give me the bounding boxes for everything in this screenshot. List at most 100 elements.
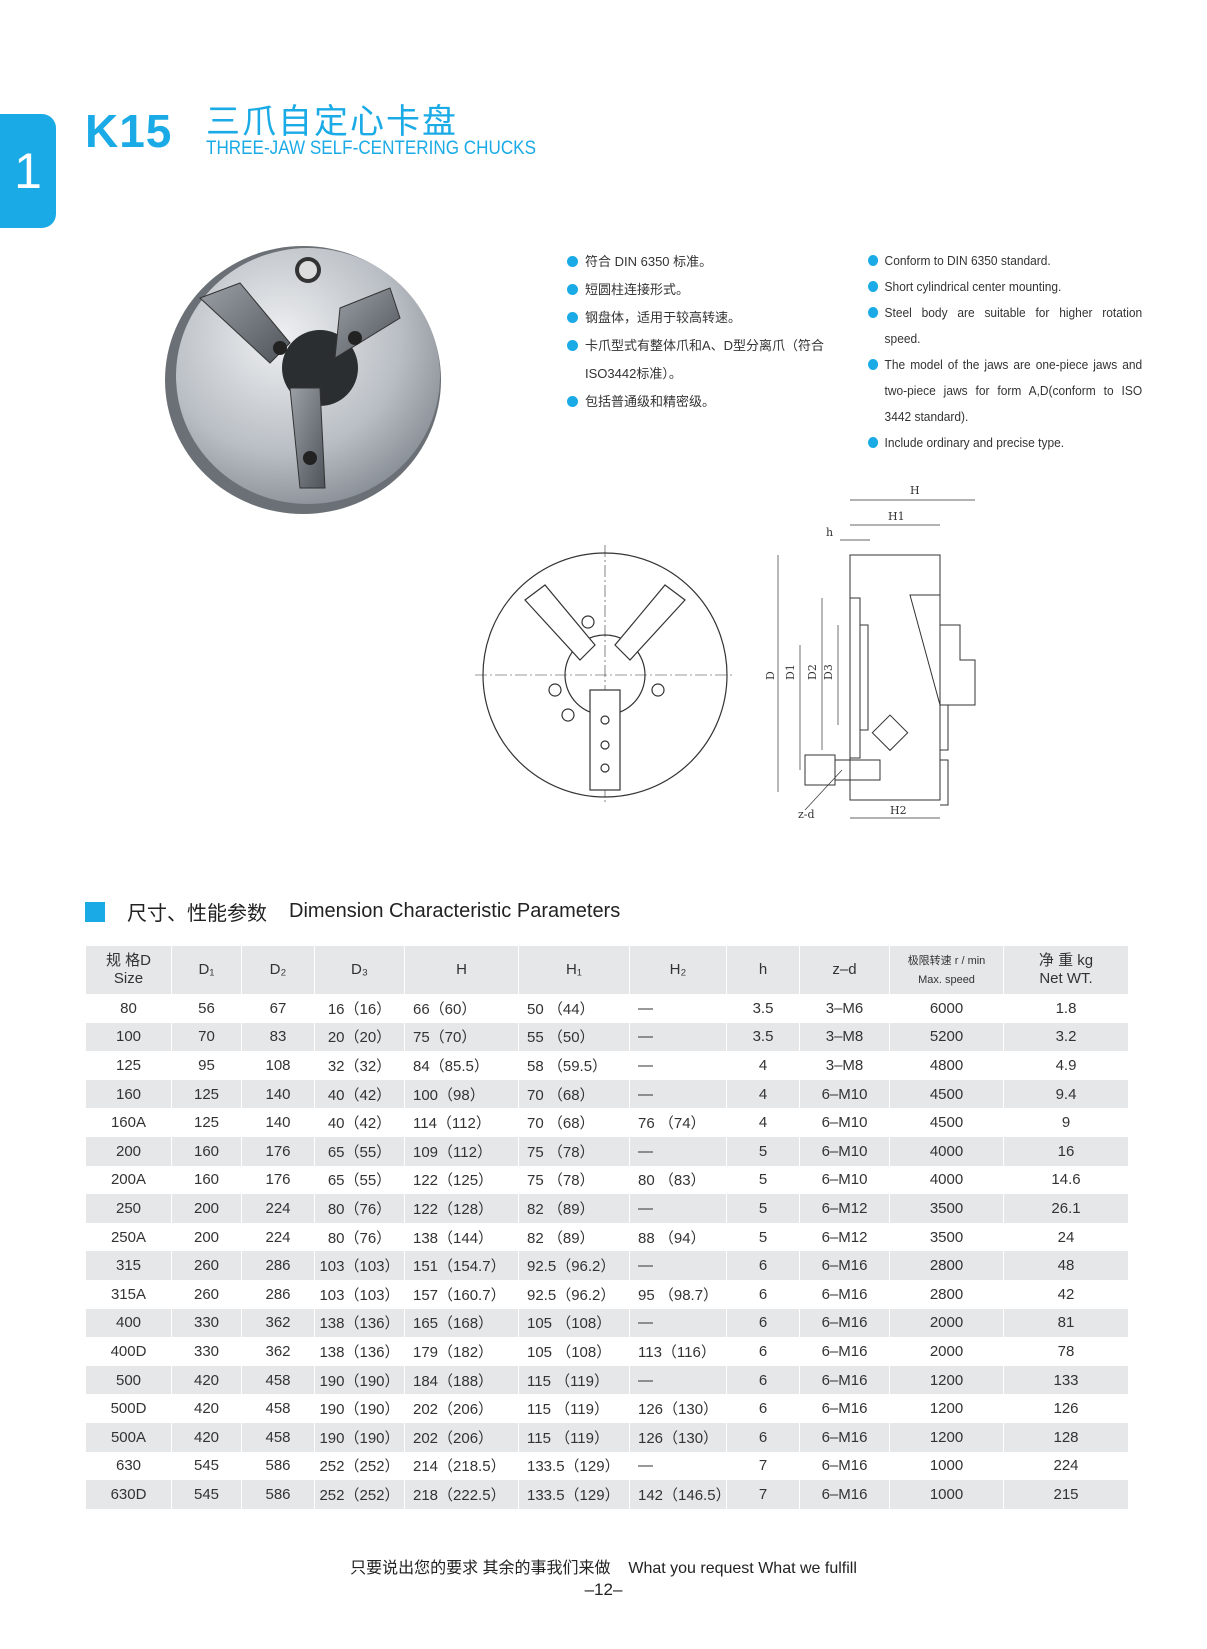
header-top: h [758, 961, 768, 978]
table-row: 315A 260 286 103（103） 157（160.7） 92.5（96.2） 95… [85, 1279, 1128, 1309]
table-cell: 75 （78） [518, 1165, 630, 1195]
table-cell: 2800 [889, 1251, 1004, 1280]
column-header: D₂ [241, 946, 315, 994]
table-cell: — [629, 994, 727, 1023]
table-cell: 6–M10 [799, 1079, 890, 1109]
table-cell: 83 [241, 1022, 315, 1052]
table-cell: 128 [1003, 1422, 1128, 1452]
table-row: 500A 420 458 190（190） 202（206） 115 （119） 126（1… [85, 1422, 1128, 1452]
table-cell: 160 [171, 1165, 242, 1195]
table-cell: 7 [726, 1480, 800, 1509]
table-cell: 115 （119） [518, 1365, 630, 1395]
table-cell: 315 [85, 1251, 172, 1280]
table-row: 315 260 286 103（103） 151（154.7） 92.5（96.2） —6 6… [85, 1251, 1128, 1280]
table-cell: 4.9 [1003, 1051, 1128, 1080]
chapter-number: 1 [14, 143, 42, 199]
label-zd: z-d [798, 808, 815, 821]
table-cell: 3500 [889, 1222, 1004, 1252]
table-cell: 126（130） [629, 1394, 727, 1423]
table-cell: 2000 [889, 1308, 1004, 1338]
table-cell: 165（168） [404, 1308, 519, 1338]
table-cell: 3–M8 [799, 1051, 890, 1080]
features-en-list: Conform to DIN 6350 standard. Short cyli… [868, 248, 1142, 456]
table-row: 125 95 108 32（32） 84（85.5） 58 （59.5） —4 3–M8 480… [85, 1051, 1128, 1080]
column-header: 规 格D Size [85, 946, 172, 994]
table-cell: 122（128） [404, 1194, 519, 1223]
header-bottom: Size [113, 970, 144, 987]
table-cell: 67 [241, 994, 315, 1023]
table-cell: 1.8 [1003, 994, 1128, 1023]
table-cell: 224 [1003, 1451, 1128, 1481]
table-cell: 4500 [889, 1079, 1004, 1109]
header-top: D₁ [198, 961, 215, 978]
table-cell: 6000 [889, 994, 1004, 1023]
table-cell: — [629, 1136, 727, 1166]
table-cell: 4000 [889, 1136, 1004, 1166]
table-cell: 6 [726, 1365, 800, 1395]
column-header: 极限转速 r / min Max. speed [889, 946, 1004, 994]
table-cell: 75 （78） [518, 1136, 630, 1166]
table-cell: 500 [85, 1365, 172, 1395]
table-cell: 3.2 [1003, 1022, 1128, 1052]
table-cell: 70 [171, 1022, 242, 1052]
table-cell: 215 [1003, 1480, 1128, 1509]
table-cell: 133 [1003, 1365, 1128, 1395]
table-cell: 3–M8 [799, 1022, 890, 1052]
table-cell: 138（136） [314, 1337, 405, 1366]
table-row: 500 420 458 190（190） 184（188） 115 （119） —6 6–M1… [85, 1365, 1128, 1395]
table-cell: 190（190） [314, 1394, 405, 1423]
label-D2: D2 [806, 664, 819, 680]
side-view-drawing: H H1 h H2 z-d D D1 D2 D3 [764, 484, 976, 821]
table-cell: 70 （68） [518, 1079, 630, 1109]
table-cell: 78 [1003, 1337, 1128, 1366]
table-cell: — [629, 1022, 727, 1052]
table-cell: 224 [241, 1194, 315, 1223]
table-cell: 80 （83） [629, 1165, 727, 1195]
table-cell: 16 [1003, 1136, 1128, 1166]
table-cell: — [629, 1251, 727, 1280]
table-cell: 4800 [889, 1051, 1004, 1080]
table-cell: 176 [241, 1136, 315, 1166]
features-cn-list: 符合 DIN 6350 标准。 短圆柱连接形式。 钢盘体，适用于较高转速。 卡爪… [567, 248, 857, 416]
table-row: 400D 330 362 138（136） 179（182） 105 （108） 113（1… [85, 1337, 1128, 1366]
table-cell: 133.5（129） [518, 1480, 630, 1509]
table-cell: 105 （108） [518, 1337, 630, 1366]
table-cell: 200 [171, 1194, 242, 1223]
table-cell: 151（154.7） [404, 1251, 519, 1280]
table-cell: 109（112） [404, 1136, 519, 1166]
table-cell: 4 [726, 1079, 800, 1109]
table-cell: 400 [85, 1308, 172, 1338]
header-top: H₂ [669, 961, 687, 978]
table-cell: 362 [241, 1308, 315, 1338]
table-cell: — [629, 1194, 727, 1223]
table-cell: 160 [85, 1079, 172, 1109]
table-cell: 458 [241, 1422, 315, 1452]
table-cell: 190（190） [314, 1422, 405, 1452]
table-cell: 56 [171, 994, 242, 1023]
table-cell: — [629, 1079, 727, 1109]
table-cell: 65（55） [314, 1165, 405, 1195]
slogan-en: What you request What we fulfill [628, 1560, 857, 1577]
table-header: 规 格D Size D₁ D₂ D₃ H H₁ H₂ h z–d 极限转速 r / min Max. … [85, 946, 1128, 994]
table-cell: 586 [241, 1451, 315, 1481]
table-cell: 458 [241, 1394, 315, 1423]
table-cell: 5 [726, 1194, 800, 1223]
table-cell: 190（190） [314, 1365, 405, 1395]
table-cell: 458 [241, 1365, 315, 1395]
table-cell: 9 [1003, 1108, 1128, 1137]
column-header: z–d [799, 946, 890, 994]
table-cell: 42 [1003, 1279, 1128, 1309]
table-row: 100 70 83 20（20） 75（70） 55 （50） —3.5 3–M8 5200 3.… [85, 1022, 1128, 1052]
table-cell: 5 [726, 1222, 800, 1252]
feature-en: Steel body are suitable for higher rotat… [868, 300, 1142, 352]
header-top: H [456, 961, 467, 978]
footer-slogan: 只要说出您的要求 其余的事我们来做 What you request What … [0, 1554, 1207, 1578]
feature-cn: 符合 DIN 6350 标准。 [567, 248, 857, 276]
table-cell: 140 [241, 1079, 315, 1109]
table-row: 160 125 140 40（42） 100（98） 70 （68） —4 6–M10 4500… [85, 1079, 1128, 1109]
feature-en: Include ordinary and precise type. [868, 430, 1142, 456]
table-cell: — [629, 1051, 727, 1080]
label-D1: D1 [784, 664, 797, 680]
table-cell: 125 [85, 1051, 172, 1080]
table-cell: 315A [85, 1279, 172, 1309]
